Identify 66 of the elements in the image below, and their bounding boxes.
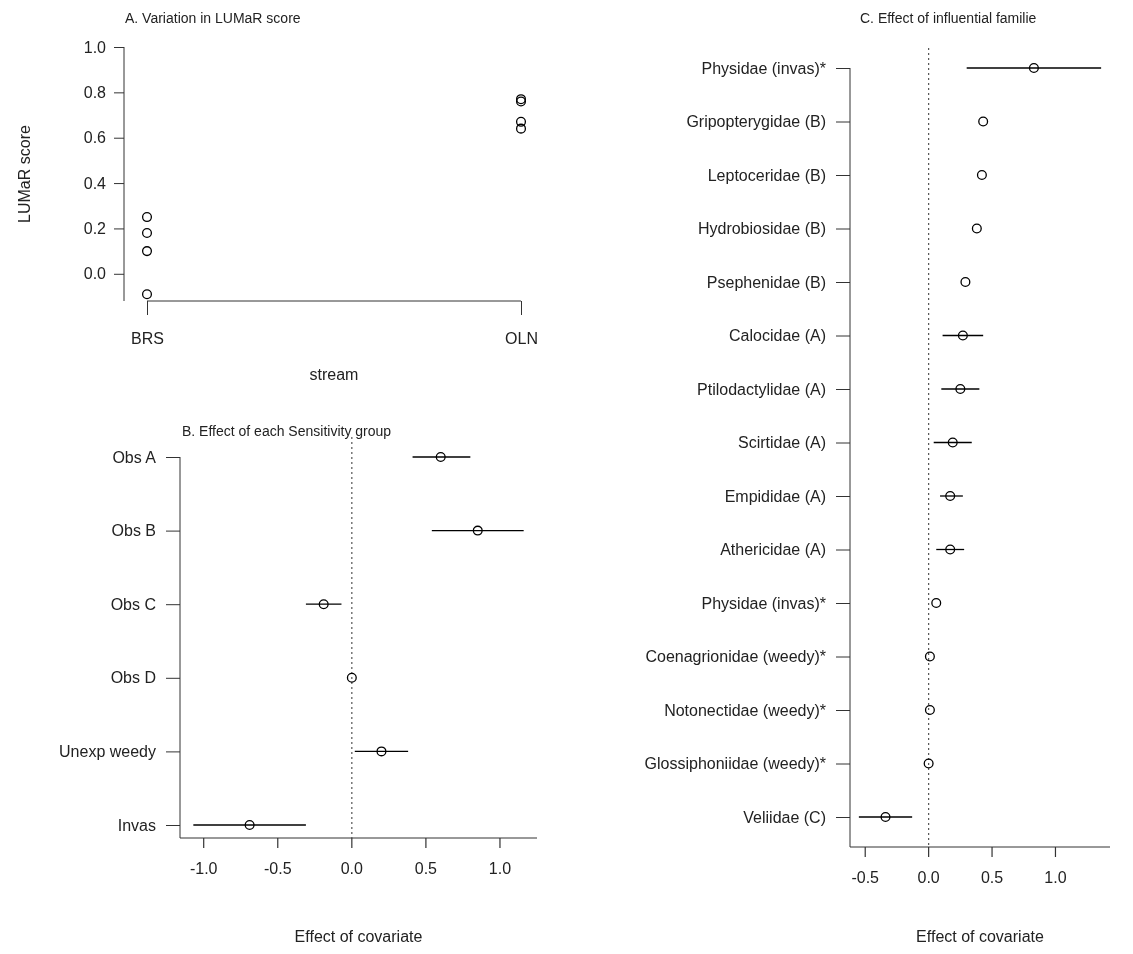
- point: [924, 704, 935, 716]
- y-tick-label: Hydrobiosidae (B): [697, 220, 826, 238]
- y-tick-label: Unexp weedy: [59, 743, 156, 761]
- point: [244, 819, 255, 831]
- y-tick-label: 1.0: [83, 38, 107, 56]
- y-tick-label: Physidae (invas)*: [701, 59, 826, 77]
- x-tick-label: -1.0: [189, 860, 218, 877]
- y-tick-label: 0.4: [83, 174, 107, 192]
- x-tick-label: 0.5: [980, 869, 1004, 886]
- point: [1028, 62, 1039, 74]
- y-tick-label: Veliidae (C): [743, 808, 826, 826]
- y-tick-label: 0.2: [83, 220, 107, 238]
- point: [976, 169, 987, 181]
- y-tick-label: Coenagrionidae (weedy)*: [645, 648, 826, 666]
- chart-title: C. Effect of influential familie: [860, 10, 1037, 26]
- y-tick-label: Psephenidae (B): [706, 273, 826, 291]
- point: [955, 383, 966, 395]
- y-tick-label: Obs D: [110, 669, 156, 687]
- point: [931, 597, 942, 609]
- point: [880, 811, 891, 823]
- y-tick-label: Obs A: [112, 448, 157, 466]
- point: [435, 451, 446, 463]
- y-tick-label: 0.6: [83, 129, 107, 147]
- x-tick-label: 0.0: [917, 869, 940, 886]
- point: [957, 330, 968, 341]
- y-tick-label: Obs C: [110, 595, 156, 613]
- point: [947, 437, 958, 448]
- point: [472, 525, 483, 536]
- point: [971, 223, 982, 234]
- point: [346, 672, 357, 683]
- y-tick-label: 0.0: [83, 265, 107, 283]
- y-tick-label: Invas: [117, 816, 156, 834]
- chart-title: B. Effect of each Sensitivity group: [182, 423, 392, 439]
- x-tick-label: 0.0: [340, 860, 364, 877]
- point: [945, 544, 956, 555]
- y-tick-label: Glossiphoniidae (weedy)*: [644, 755, 826, 773]
- y-tick-label: Notonectidae (weedy)*: [664, 701, 826, 719]
- y-tick-label: Scirtidae (A): [737, 434, 826, 452]
- point: [978, 116, 989, 127]
- x-tick-label: 1.0: [1044, 869, 1067, 886]
- y-tick-label: Calocidae (A): [729, 327, 826, 345]
- x-axis-title: stream: [309, 366, 359, 383]
- x-tick-label: BRS: [131, 330, 164, 348]
- y-tick-label: 0.8: [83, 83, 107, 101]
- y-tick-label: Leptoceridae (B): [707, 166, 826, 184]
- x-tick-label: -0.5: [851, 869, 880, 886]
- x-tick-label: 1.0: [488, 860, 512, 877]
- x-axis-title: Effect of covariate: [916, 928, 1044, 945]
- y-tick-label: Physidae (invas)*: [701, 594, 826, 612]
- y-tick-label: Empididae (A): [724, 487, 826, 505]
- y-tick-label: Ptilodactylidae (A): [697, 380, 826, 398]
- y-axis-title: LUMaR score: [16, 125, 33, 223]
- point: [960, 276, 971, 288]
- y-tick-label: Obs B: [111, 522, 156, 540]
- point: [318, 599, 329, 610]
- chart-title: A. Variation in LUMaR score: [125, 10, 301, 26]
- y-tick-label: Athericidae (A): [720, 541, 826, 559]
- point: [923, 758, 934, 769]
- x-tick-label: 0.5: [414, 860, 438, 877]
- point: [376, 746, 387, 757]
- x-axis-title: Effect of covariate: [294, 928, 423, 945]
- x-tick-label: -0.5: [263, 860, 292, 877]
- point: [924, 651, 935, 662]
- x-tick-label: OLN: [505, 330, 538, 348]
- point: [945, 490, 956, 502]
- y-tick-label: Gripopterygidae (B): [686, 113, 826, 131]
